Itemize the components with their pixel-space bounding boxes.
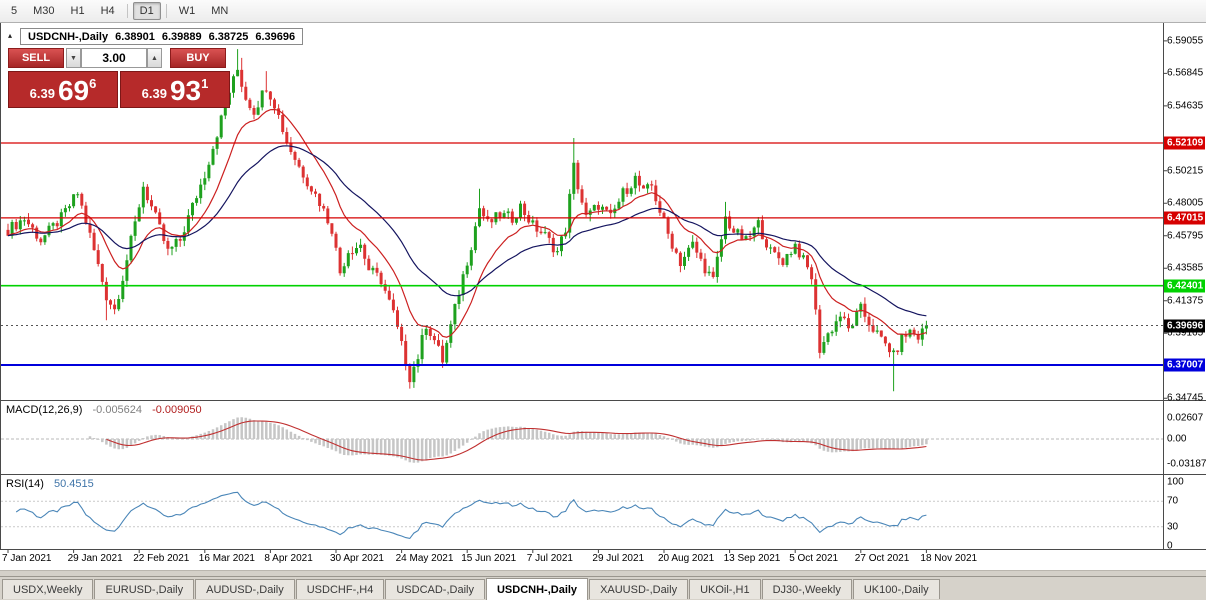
time-axis-label: 5 Oct 2021 [789,553,839,564]
ma-slow-line [7,145,927,317]
timeframe-button-h4[interactable]: H4 [100,5,115,17]
time-axis-label: 8 Apr 2021 [264,553,313,564]
tab-usdcad-daily[interactable]: USDCAD-,Daily [385,579,485,599]
ohlc-high: 6.39889 [161,30,202,43]
time-axis-label: 29 Jan 2021 [67,553,123,564]
price-badge-6.47015: 6.47015 [1164,211,1205,225]
buy-price-display[interactable]: 6.39 93 1 [120,71,230,108]
ohlc-close: 6.39696 [255,30,296,43]
price-badge-6.52109: 6.52109 [1164,136,1205,150]
buy-price-big: 93 [169,75,202,107]
chart-tab-bar: USDX,Weekly EURUSD-,Daily AUDUSD-,Daily USD… [0,576,1206,600]
time-axis-label: 15 Jun 2021 [461,553,517,564]
sell-price-sup: 6 [89,76,97,91]
one-click-collapse-icon[interactable]: ▴ [8,31,13,40]
candles-bullish [10,49,928,392]
macd-title: MACD(12,26,9) [6,404,83,416]
price-axis-label: 6.41375 [1167,295,1204,307]
macd-histogram [88,417,928,463]
chart-frame [0,23,1206,550]
chart-symbol-period: USDCNH-,Daily [28,30,109,43]
chart-ohlc-header: USDCNH-,Daily 6.38901 6.39889 6.38725 6.… [20,28,304,45]
buy-button[interactable]: BUY [170,48,226,68]
tab-dj30-weekly[interactable]: DJ30-,Weekly [761,579,852,599]
price-axis-label: 6.34745 [1167,392,1204,404]
volume-increase-button[interactable]: ▲ [147,48,162,68]
tab-usdx-weekly[interactable]: USDX,Weekly [2,579,94,599]
timeframe-button-mn[interactable]: MN [211,5,229,17]
macd-signal-line [106,420,927,461]
ohlc-low: 6.38725 [208,30,249,43]
price-badge-6.37007: 6.37007 [1164,358,1205,372]
sell-price-prefix: 6.39 [29,86,55,101]
timeframe-toolbar: 5 M30 H1 H4 D1 W1 MN [0,0,1206,23]
tab-audusd-daily[interactable]: AUDUSD-,Daily [195,579,295,599]
timeframe-button-h1[interactable]: H1 [70,5,85,17]
price-badge-6.42401: 6.42401 [1164,279,1205,293]
price-axis-label: 6.59055 [1167,35,1204,47]
tab-eurusd-daily[interactable]: EURUSD-,Daily [94,579,195,599]
timeframe-button-5[interactable]: 5 [11,5,18,17]
tab-usdcnh-daily[interactable]: USDCNH-,Daily [485,578,589,600]
macd-axis-label: 0.02607 [1167,412,1204,424]
volume-input[interactable]: 3.00 [81,48,147,68]
timeframe-button-m30[interactable]: M30 [33,5,55,17]
tab-ukoil-h1[interactable]: UKOil-,H1 [689,579,761,599]
price-axis-label: 6.50215 [1167,165,1204,177]
price-axis-label: 6.45795 [1167,230,1204,242]
price-axis-label: 6.39165 [1167,327,1204,339]
price-axis-label: 6.43585 [1167,262,1204,274]
macd-axis-label: 0.00 [1167,433,1187,445]
horizontal-scrollbar[interactable] [0,570,1206,576]
timeframe-button-d1[interactable]: D1 [132,2,161,20]
rsi-axis-label: 30 [1167,521,1179,533]
time-axis-label: 16 Mar 2021 [198,553,255,564]
tab-xauusd-daily[interactable]: XAUUSD-,Daily [589,579,689,599]
buy-price-prefix: 6.39 [141,86,167,101]
time-axis-label: 13 Sep 2021 [723,553,781,564]
time-axis-label: 29 Jul 2021 [592,553,645,564]
tab-uk100-daily[interactable]: UK100-,Daily [852,579,940,599]
timeframe-button-w1[interactable]: W1 [178,5,196,17]
candles-bearish [6,57,920,389]
ma-fast-line [7,108,927,338]
rsi-axis-label: 0 [1167,540,1173,552]
volume-decrease-button[interactable]: ▼ [66,48,81,68]
time-axis-label: 24 May 2021 [395,553,454,564]
price-axis-ticks [1163,40,1167,399]
rsi-indicator-header: RSI(14) 50.4515 [6,478,94,490]
price-axis-label: 6.56845 [1167,67,1204,79]
sell-price-display[interactable]: 6.39 69 6 [8,71,118,108]
time-axis-label: 7 Jul 2021 [526,553,573,564]
current-price-badge: 6.39696 [1164,319,1205,332]
macd-value-signal: -0.009050 [152,404,202,416]
macd-value-main: -0.005624 [92,404,143,416]
macd-axis-label: -0.03187 [1167,458,1206,470]
toolbar-separator [126,4,128,18]
price-axis-label: 6.54635 [1167,100,1204,112]
price-axis-label: 6.48005 [1167,197,1204,209]
time-axis-label: 20 Aug 2021 [658,553,715,564]
buy-price-sup: 1 [201,76,209,91]
rsi-value: 50.4515 [53,478,94,490]
time-axis-label: 7 Jan 2021 [2,553,52,564]
time-axis-label: 22 Feb 2021 [133,553,190,564]
sell-button[interactable]: SELL [8,48,64,68]
rsi-line [15,491,927,540]
rsi-axis-label: 70 [1167,495,1179,507]
tab-usdchf-h4[interactable]: USDCHF-,H4 [295,579,385,599]
time-axis-label: 27 Oct 2021 [854,553,910,564]
sell-price-big: 69 [57,75,90,107]
rsi-title: RSI(14) [6,478,44,490]
toolbar-separator [165,4,167,18]
ohlc-open: 6.38901 [115,30,155,43]
time-axis-ticks [7,550,927,553]
macd-indicator-header: MACD(12,26,9) -0.005624 -0.009050 [6,404,202,416]
rsi-axis-label: 100 [1167,476,1184,488]
time-axis-label: 30 Apr 2021 [330,553,384,564]
time-axis-label: 18 Nov 2021 [920,553,978,564]
